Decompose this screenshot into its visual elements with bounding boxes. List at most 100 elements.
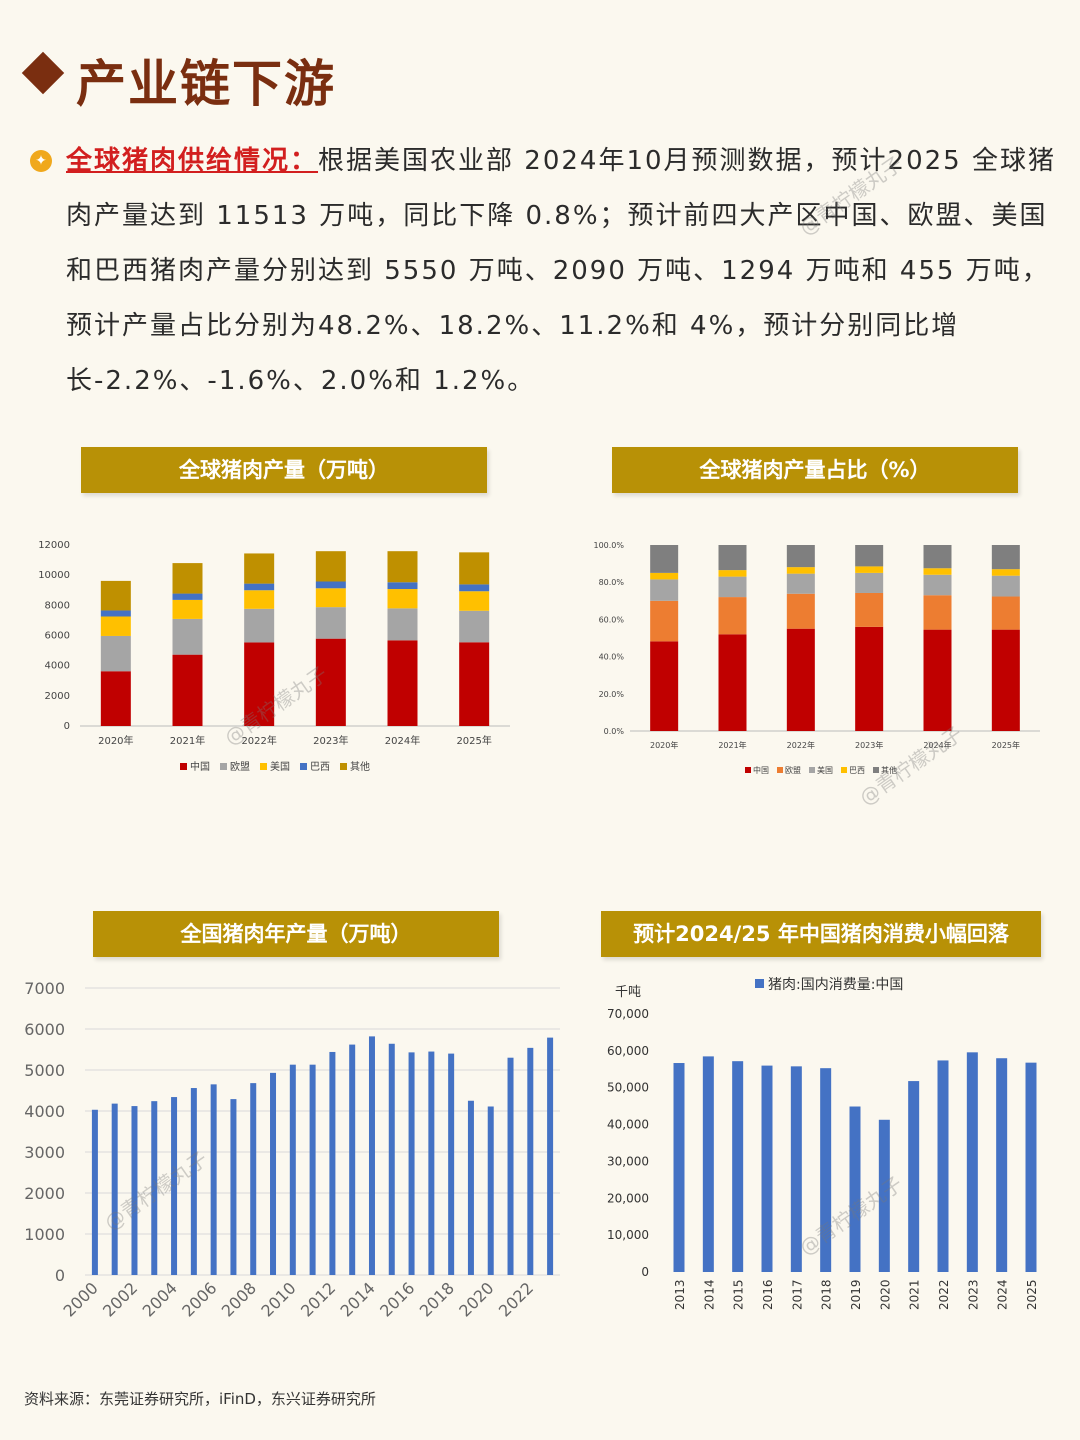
legend-label: 巴西 xyxy=(849,766,865,775)
bar-segment xyxy=(244,583,275,591)
x-tick-label: 2004 xyxy=(139,1278,181,1320)
x-tick-label: 2025 xyxy=(1025,1279,1039,1310)
bar-segment xyxy=(315,551,346,582)
bar xyxy=(349,1044,356,1275)
bar-segment xyxy=(923,545,952,569)
y-tick-label: 100.0% xyxy=(593,541,624,550)
y-tick-label: 7000 xyxy=(24,979,65,998)
bar-segment xyxy=(718,545,747,571)
legend-label: 巴西 xyxy=(310,761,330,773)
bar xyxy=(309,1064,316,1275)
x-tick-label: 2018 xyxy=(820,1279,834,1310)
bar-segment xyxy=(459,610,490,643)
y-tick-label: 0.0% xyxy=(604,727,625,736)
bar-segment xyxy=(855,592,884,627)
y-tick-label: 3000 xyxy=(24,1143,65,1162)
y-tick-label: 5000 xyxy=(24,1061,65,1080)
bar xyxy=(329,1051,336,1275)
bar xyxy=(908,1081,920,1272)
bar xyxy=(547,1037,554,1275)
legend-label: 其他 xyxy=(881,765,897,775)
bar xyxy=(820,1068,832,1272)
bar-segment xyxy=(991,629,1020,731)
banner-global-share: 全球猪肉产量占比（%） xyxy=(612,447,1018,493)
x-tick-label: 2025年 xyxy=(992,740,1020,750)
bar-segment xyxy=(100,671,131,726)
bar xyxy=(230,1099,237,1275)
bar xyxy=(937,1060,949,1272)
bar xyxy=(111,1103,118,1275)
legend-swatch xyxy=(777,767,783,773)
legend-swatch xyxy=(300,763,307,770)
bar-segment xyxy=(786,567,815,574)
y-tick-label: 40,000 xyxy=(607,1118,649,1132)
bar-segment xyxy=(387,640,418,726)
intro-paragraph: 全球猪肉供给情况：根据美国农业部 2024年10月预测数据，预计2025 全球猪… xyxy=(66,134,1056,409)
x-tick-label: 2023 xyxy=(966,1279,980,1310)
y-tick-label: 0 xyxy=(55,1266,65,1285)
bar-segment xyxy=(459,584,490,592)
y-tick-label: 50,000 xyxy=(607,1081,649,1095)
y-tick-label: 60.0% xyxy=(599,615,625,624)
y-tick-label: 0 xyxy=(641,1265,649,1279)
badge-icon: ✦ xyxy=(30,150,52,172)
bar-segment xyxy=(100,580,131,611)
bar-segment xyxy=(244,642,275,726)
x-tick-label: 2021年 xyxy=(718,740,746,750)
bar-segment xyxy=(315,581,346,589)
y-tick-label: 2000 xyxy=(45,691,70,702)
legend-swatch xyxy=(220,763,227,770)
bar-segment xyxy=(172,654,203,726)
x-tick-label: 2015 xyxy=(732,1279,746,1310)
x-tick-label: 2008 xyxy=(218,1278,260,1320)
bar-segment xyxy=(650,579,679,601)
x-tick-label: 2017 xyxy=(790,1279,804,1310)
bar xyxy=(448,1053,455,1275)
source-note: 资料来源：东莞证券研究所，iFinD，东兴证券研究所 xyxy=(24,1390,376,1408)
bar-segment xyxy=(244,608,275,643)
x-tick-label: 2020年 xyxy=(98,734,133,747)
bar-segment xyxy=(718,570,747,577)
legend-swatch xyxy=(755,979,764,988)
bar xyxy=(289,1064,296,1275)
bar-segment xyxy=(315,638,346,726)
bar xyxy=(1025,1062,1037,1272)
banner-china-consumption: 预计2024/25 年中国猪肉消费小幅回落 xyxy=(601,911,1041,957)
bar xyxy=(131,1106,138,1275)
bar xyxy=(250,1083,257,1275)
bar-segment xyxy=(459,642,490,726)
title-diamond-icon xyxy=(21,51,65,95)
bar xyxy=(673,1063,685,1272)
bar-segment xyxy=(923,595,952,630)
bar-segment xyxy=(786,593,815,629)
legend-swatch xyxy=(873,767,879,773)
legend-label: 美国 xyxy=(817,765,833,775)
legend-label: 美国 xyxy=(270,760,290,773)
x-tick-label: 2014 xyxy=(702,1279,716,1310)
y-tick-label: 4000 xyxy=(45,661,70,672)
legend-label: 欧盟 xyxy=(230,761,250,773)
x-tick-label: 2016 xyxy=(761,1279,775,1310)
legend-label: 猪肉:国内消费量:中国 xyxy=(768,977,903,993)
y-tick-label: 80.0% xyxy=(599,578,625,587)
legend-swatch xyxy=(745,767,751,773)
bar-segment xyxy=(387,589,418,609)
x-tick-label: 2025年 xyxy=(456,734,491,747)
bar xyxy=(996,1058,1008,1272)
bar-segment xyxy=(923,574,952,596)
x-tick-label: 2012 xyxy=(297,1278,339,1320)
bar xyxy=(467,1100,474,1275)
y-tick-label: 8000 xyxy=(45,600,70,611)
x-tick-label: 2022年 xyxy=(787,740,815,750)
bar xyxy=(527,1047,534,1275)
bar xyxy=(732,1061,744,1272)
bar-segment xyxy=(459,591,490,611)
legend-label: 其他 xyxy=(350,760,370,773)
bar-segment xyxy=(172,563,203,594)
y-tick-label: 6000 xyxy=(45,631,70,642)
bar xyxy=(388,1043,395,1275)
legend-swatch xyxy=(180,763,187,770)
y-tick-label: 2000 xyxy=(24,1184,65,1203)
y-tick-label: 6000 xyxy=(24,1020,65,1039)
bar xyxy=(190,1088,197,1275)
